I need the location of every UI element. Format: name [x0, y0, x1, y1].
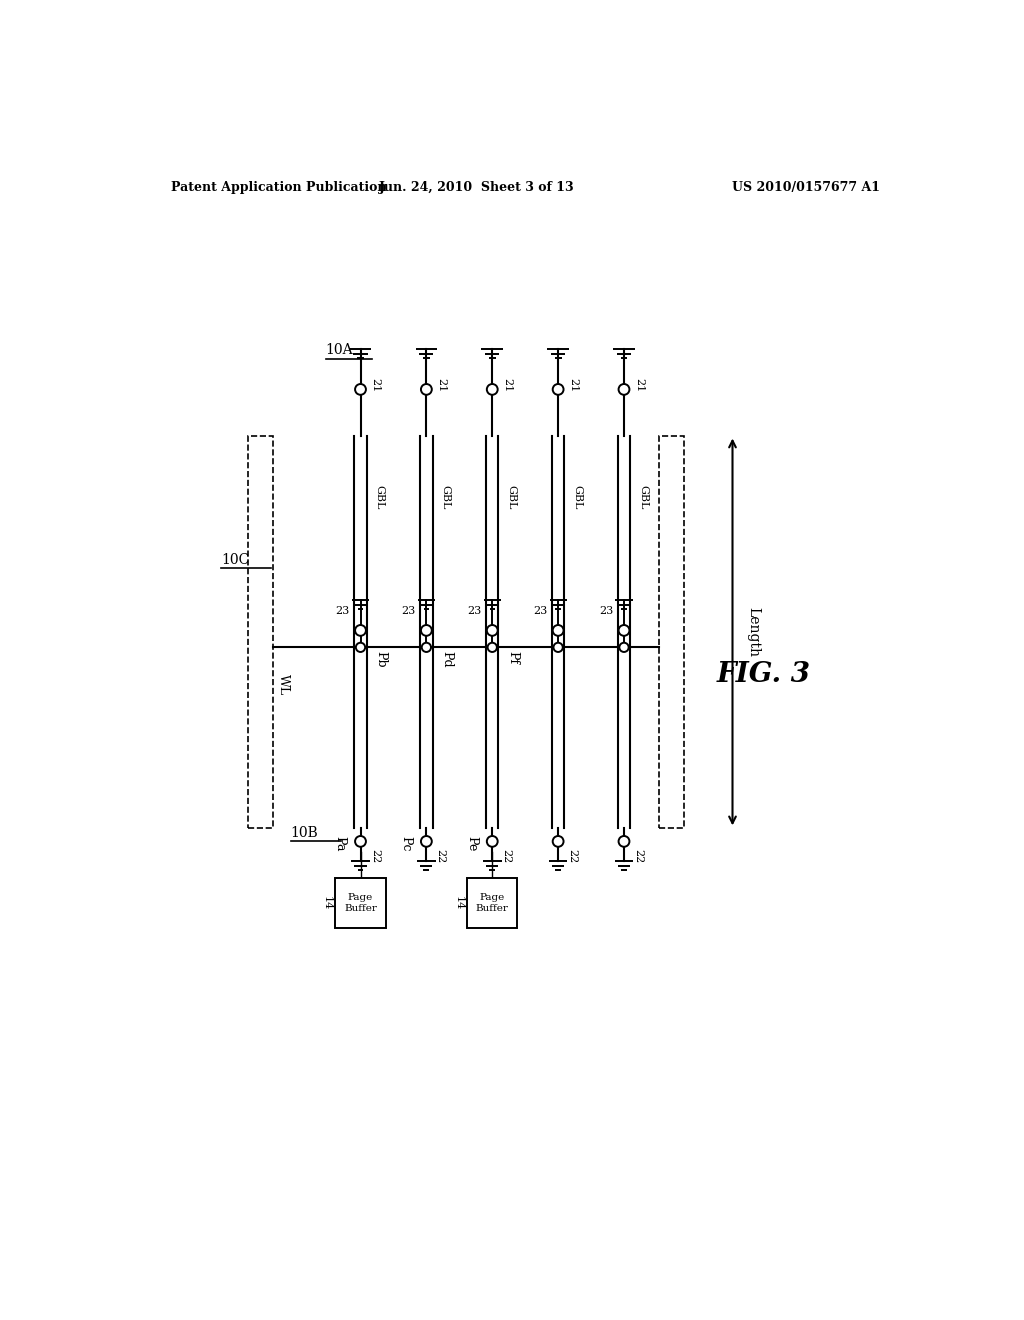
- Text: Pd: Pd: [440, 651, 454, 668]
- Bar: [335, 878, 386, 928]
- Text: 10C: 10C: [221, 553, 249, 566]
- Text: 21: 21: [371, 379, 381, 392]
- Text: GBL: GBL: [375, 484, 384, 510]
- Text: GBL: GBL: [638, 484, 648, 510]
- Circle shape: [486, 836, 498, 847]
- Text: 21: 21: [436, 379, 446, 392]
- Text: Pf: Pf: [506, 651, 519, 664]
- Circle shape: [421, 836, 432, 847]
- Text: 22: 22: [370, 849, 380, 863]
- Text: 10A: 10A: [326, 343, 353, 358]
- Text: 21: 21: [634, 379, 644, 392]
- Text: 22: 22: [502, 849, 512, 863]
- Text: US 2010/0157677 A1: US 2010/0157677 A1: [732, 181, 881, 194]
- Text: WL: WL: [276, 675, 290, 696]
- Circle shape: [486, 384, 498, 395]
- Text: Pe: Pe: [465, 836, 478, 851]
- Bar: [248, 436, 273, 829]
- Text: 21: 21: [503, 379, 512, 392]
- Circle shape: [486, 626, 498, 636]
- Circle shape: [553, 626, 563, 636]
- Circle shape: [355, 626, 366, 636]
- Text: FIG. 3: FIG. 3: [717, 661, 811, 688]
- Text: 23: 23: [534, 606, 547, 616]
- Text: 23: 23: [467, 606, 481, 616]
- Text: Pc: Pc: [399, 836, 413, 851]
- Circle shape: [355, 836, 366, 847]
- Circle shape: [421, 626, 432, 636]
- Text: 23: 23: [401, 606, 416, 616]
- Circle shape: [355, 384, 366, 395]
- Bar: [467, 878, 517, 928]
- Text: 22: 22: [633, 849, 643, 863]
- Text: 10B: 10B: [291, 826, 318, 840]
- Bar: [658, 436, 684, 829]
- Circle shape: [618, 384, 630, 395]
- Text: Page
Buffer: Page Buffer: [476, 894, 509, 913]
- Text: 22: 22: [435, 849, 445, 863]
- Text: Jun. 24, 2010  Sheet 3 of 13: Jun. 24, 2010 Sheet 3 of 13: [379, 181, 574, 194]
- Circle shape: [421, 384, 432, 395]
- Text: GBL: GBL: [572, 484, 582, 510]
- Text: GBL: GBL: [440, 484, 451, 510]
- Circle shape: [618, 836, 630, 847]
- Circle shape: [422, 643, 431, 652]
- Text: Length: Length: [746, 607, 761, 657]
- Text: Pb: Pb: [375, 651, 387, 668]
- Circle shape: [487, 643, 497, 652]
- Text: 23: 23: [336, 606, 349, 616]
- Text: 14: 14: [322, 896, 332, 911]
- Text: Pa: Pa: [334, 836, 346, 851]
- Text: 21: 21: [568, 379, 579, 392]
- Text: Patent Application Publication: Patent Application Publication: [171, 181, 386, 194]
- Circle shape: [553, 384, 563, 395]
- Circle shape: [553, 836, 563, 847]
- Text: 23: 23: [599, 606, 613, 616]
- Text: Page
Buffer: Page Buffer: [344, 894, 377, 913]
- Circle shape: [620, 643, 629, 652]
- Text: GBL: GBL: [506, 484, 516, 510]
- Circle shape: [618, 626, 630, 636]
- Circle shape: [554, 643, 563, 652]
- Circle shape: [356, 643, 366, 652]
- Text: 22: 22: [567, 849, 578, 863]
- Text: 14: 14: [454, 896, 463, 911]
